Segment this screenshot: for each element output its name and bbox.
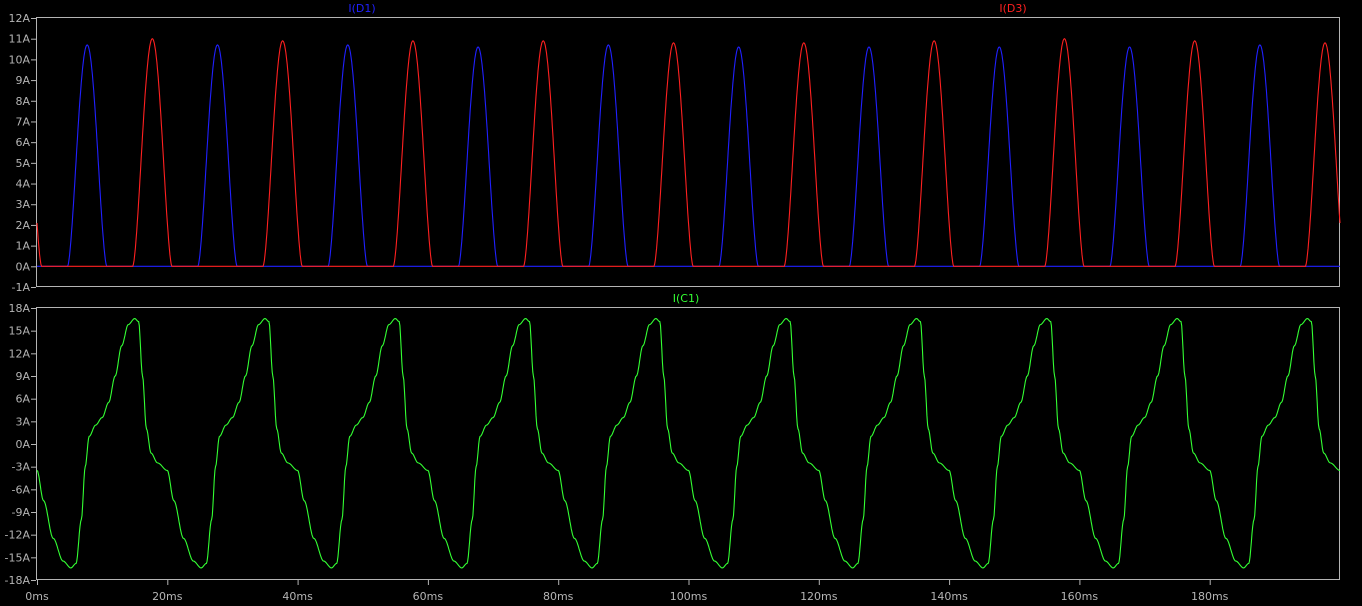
bottom-pane-frame [36,307,1340,580]
bottom-y-tick-label: 12A [8,347,30,360]
trace-label-id1[interactable]: I(D1) [348,2,375,15]
top-y-tick-label: -1A [12,281,31,294]
top-y-axis: 12A 11A 10A 9A 8A 7A 6A 5A 4A 3A 2A 1A 0A -1A [8,12,36,294]
x-tick-label: 140ms [930,590,968,603]
top-y-tick-label: 1A [15,240,30,253]
x-tick-label: 20ms [152,590,183,603]
trace-label-id3[interactable]: I(D3) [999,2,1026,15]
bottom-trace-labels: I(C1) [673,292,700,305]
x-tick-label: 180ms [1191,590,1229,603]
trace-id1[interactable] [37,44,1340,267]
x-axis: 0ms 20ms 40ms 60ms 80ms 100ms 120ms 140ms 160ms 1… [25,580,1229,603]
bottom-y-tick-label: 3A [15,415,30,428]
bottom-y-tick-label: -18A [5,574,31,587]
top-y-tick-label: 0A [15,260,30,273]
top-pane-frame [36,17,1340,287]
x-tick-label: 60ms [413,590,444,603]
trace-id3[interactable] [36,38,1341,267]
bottom-y-tick-label: -12A [5,529,31,542]
x-tick-label: 120ms [800,590,838,603]
top-y-tick-label: 9A [15,74,30,87]
x-tick-label: 40ms [282,590,313,603]
bottom-y-tick-label: 9A [15,370,30,383]
top-y-tick-label: 2A [15,219,30,232]
bottom-pane[interactable]: 18A 15A 12A 9A 6A 3A 0A -3A -6A -9A -12A -15A -18A I… [5,292,1341,587]
bottom-y-tick-label: 6A [15,393,30,406]
bottom-y-tick-label: -9A [12,506,31,519]
bottom-y-tick-label: -3A [12,461,31,474]
bottom-y-tick-label: 15A [8,325,30,338]
x-tick-label: 100ms [670,590,708,603]
top-y-tick-label: 4A [15,178,30,191]
bottom-y-tick-label: 18A [8,302,30,315]
top-y-tick-label: 6A [15,136,30,149]
bottom-y-tick-label: -6A [12,483,31,496]
x-tick-label: 160ms [1061,590,1099,603]
top-y-tick-label: 11A [8,33,30,46]
top-y-tick-label: 5A [15,157,30,170]
bottom-y-tick-label: 0A [15,438,30,451]
x-tick-label: 0ms [25,590,49,603]
x-tick-label: 80ms [543,590,574,603]
trace-label-ic1[interactable]: I(C1) [673,292,700,305]
bottom-y-tick-label: -15A [5,551,31,564]
top-traces [36,38,1341,267]
top-y-tick-label: 7A [15,115,30,128]
top-y-tick-label: 3A [15,198,30,211]
top-trace-labels: I(D1) I(D3) [348,2,1026,15]
bottom-y-axis: 18A 15A 12A 9A 6A 3A 0A -3A -6A -9A -12A -15A -18A [5,302,36,587]
top-y-tick-label: 10A [8,53,30,66]
top-y-tick-label: 12A [8,12,30,25]
trace-ic1[interactable] [36,318,1341,569]
bottom-traces [36,318,1341,569]
top-y-tick-label: 8A [15,95,30,108]
